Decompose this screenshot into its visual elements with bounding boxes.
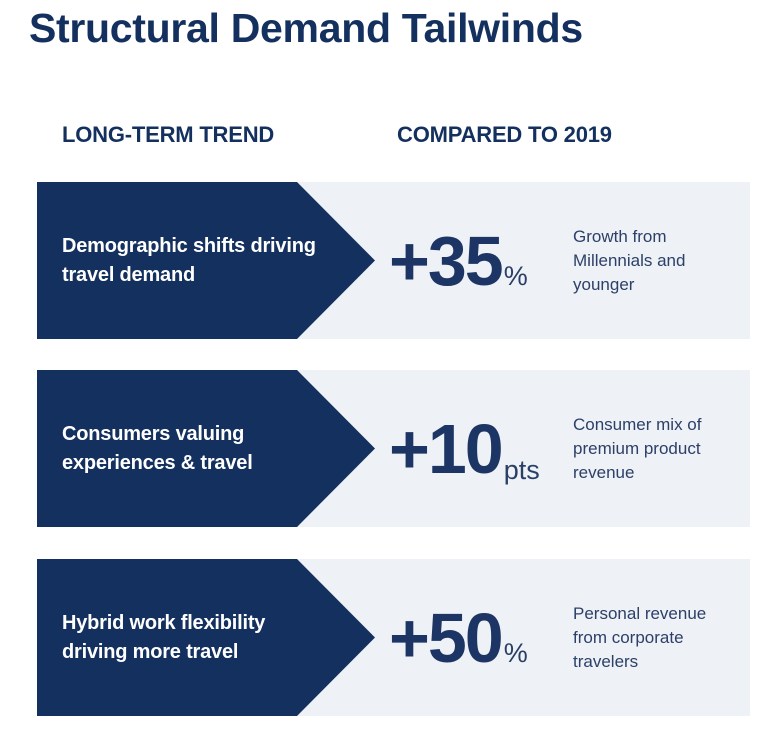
metric: +10pts — [389, 414, 540, 484]
metric-unit: pts — [503, 454, 540, 485]
metric-description: Growth from Millennials and younger — [573, 226, 686, 294]
trend-row-demographics: Demographic shifts driving travel demand… — [37, 182, 750, 339]
arrow-chevron-shape: Demographic shifts driving travel demand — [37, 182, 375, 339]
metric-value: +35 — [389, 221, 504, 300]
column-header-compared-to-2019: COMPARED TO 2019 — [397, 122, 612, 147]
page-title: Structural Demand Tailwinds — [29, 5, 583, 51]
metric-unit: % — [503, 637, 528, 668]
arrow-chevron-shape: Hybrid work flexibility driving more tra… — [37, 559, 375, 716]
trend-label: Demographic shifts driving travel demand — [62, 234, 316, 286]
metric: +35% — [389, 226, 528, 296]
metric-unit: % — [503, 260, 528, 291]
arrow-chevron-shape: Consumers valuing experiences & travel — [37, 370, 375, 527]
trend-row-experiences: Consumers valuing experiences & travel +… — [37, 370, 750, 527]
column-header-long-term-trend: LONG-TERM TREND — [62, 122, 275, 147]
metric-description: Consumer mix of premium product revenue — [573, 414, 702, 482]
trend-label: Consumers valuing experiences & travel — [62, 422, 253, 474]
metric-description: Personal revenue from corporate traveler… — [573, 603, 707, 671]
metric-value: +10 — [389, 409, 504, 488]
metric: +50% — [389, 603, 528, 673]
metric-value: +50 — [389, 598, 504, 677]
trend-row-hybrid-work: Hybrid work flexibility driving more tra… — [37, 559, 750, 716]
trend-label: Hybrid work flexibility driving more tra… — [62, 611, 266, 663]
